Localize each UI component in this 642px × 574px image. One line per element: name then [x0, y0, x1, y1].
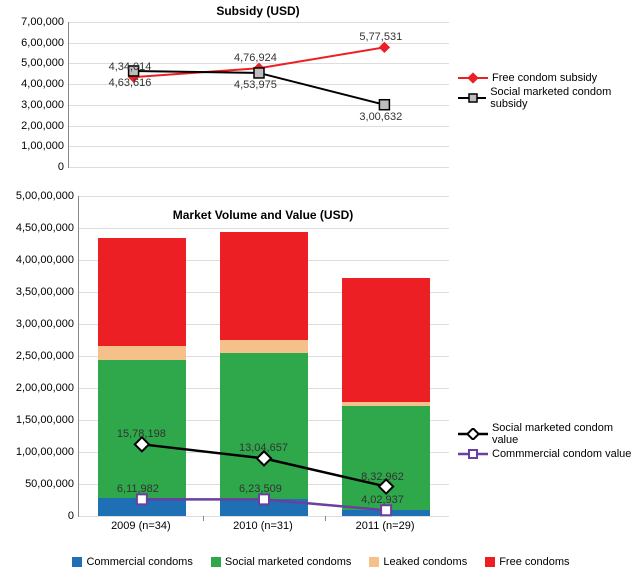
bottom-ytick-label: 1,50,00,000: [4, 414, 74, 426]
bottom-legend-label: Social marketed condom value: [492, 422, 642, 446]
bottom-ytick-label: 3,00,00,000: [4, 318, 74, 330]
top-ytick-label: 2,00,000: [4, 120, 64, 132]
bottom-ytick-label: 2,50,00,000: [4, 350, 74, 362]
bottom-data-label: 13,04,657: [239, 442, 288, 454]
stack-legend-swatch: [211, 557, 221, 567]
bottom-data-label: 4,02,937: [361, 494, 404, 506]
stack-legend-swatch: [369, 557, 379, 567]
stack-legend-item: Social marketed condoms: [211, 556, 352, 568]
bottom-data-label: 6,11,982: [117, 483, 159, 495]
bottom-x-category: 2011 (n=29): [335, 520, 435, 532]
top-legend: Free condom subsidy Social marketed condo…: [458, 70, 642, 112]
bottom-ytick-label: 4,50,00,000: [4, 222, 74, 234]
bottom-legend-item: Commmercial condom value: [458, 448, 642, 460]
top-ytick-label: 4,00,000: [4, 78, 64, 90]
bottom-ytick-label: 4,00,00,000: [4, 254, 74, 266]
top-data-label: 3,00,632: [359, 111, 402, 123]
top-chart-svg: [69, 22, 449, 167]
stack-legend-item: Free condoms: [485, 556, 569, 568]
bottom-ytick-label: 5,00,00,000: [4, 190, 74, 202]
stack-legend-item: Leaked condoms: [369, 556, 467, 568]
bottom-stack-legend: Commercial condoms Social marketed condom…: [0, 556, 642, 568]
top-legend-label: Free condom subsidy: [492, 72, 597, 84]
bottom-legend-item: Social marketed condom value: [458, 422, 642, 446]
top-marker: [254, 68, 264, 78]
bottom-chart-svg: [79, 196, 449, 516]
bottom-ytick-label: 1,00,00,000: [4, 446, 74, 458]
top-gridline: [69, 167, 449, 168]
bottom-ytick-label: 3,50,00,000: [4, 286, 74, 298]
bottom-data-label: 6,23,509: [239, 483, 282, 495]
top-chart-title: Subsidy (USD): [68, 4, 448, 18]
bottom-x-tick: [325, 516, 326, 521]
stack-legend-label: Commercial condoms: [86, 556, 192, 568]
bottom-legend-label: Commmercial condom value: [492, 448, 631, 460]
top-ytick-label: 6,00,000: [4, 37, 64, 49]
bottom-ytick-label: 50,00,000: [4, 478, 74, 490]
top-data-label: 4,63,616: [109, 77, 152, 89]
stack-legend-item: Commercial condoms: [72, 556, 192, 568]
top-ytick-label: 7,00,000: [4, 16, 64, 28]
stack-legend-label: Social marketed condoms: [225, 556, 352, 568]
bottom-marker: [259, 494, 269, 504]
bottom-ytick-label: 2,00,00,000: [4, 382, 74, 394]
stack-legend-label: Leaked condoms: [383, 556, 467, 568]
top-data-label: 5,77,531: [359, 31, 402, 43]
top-chart-plot: [68, 22, 449, 168]
bottom-data-label: 8,32,962: [361, 471, 404, 483]
stack-legend-swatch: [72, 557, 82, 567]
top-marker: [379, 100, 389, 110]
bottom-x-tick: [203, 516, 204, 521]
bottom-x-category: 2009 (n=34): [91, 520, 191, 532]
bottom-x-category: 2010 (n=31): [213, 520, 313, 532]
bottom-marker: [381, 505, 391, 515]
stack-legend-label: Free condoms: [499, 556, 569, 568]
top-data-label: 4,76,924: [234, 52, 277, 64]
bottom-ytick-label: 0: [4, 510, 74, 522]
stack-legend-swatch: [485, 557, 495, 567]
top-marker: [379, 42, 390, 53]
top-data-label: 4,53,975: [234, 79, 277, 91]
top-ytick-label: 0: [4, 161, 64, 173]
bottom-marker: [137, 494, 147, 504]
bottom-right-legend: Social marketed condom value Commmercial …: [458, 420, 642, 462]
top-data-label: 4,34,014: [109, 61, 152, 73]
top-ytick-label: 5,00,000: [4, 57, 64, 69]
top-legend-item: Social marketed condom subsidy: [458, 86, 642, 110]
bottom-gridline: [79, 516, 449, 517]
top-legend-label: Social marketed condom subsidy: [490, 86, 642, 110]
top-ytick-label: 3,00,000: [4, 99, 64, 111]
top-ytick-label: 1,00,000: [4, 140, 64, 152]
top-legend-item: Free condom subsidy: [458, 72, 642, 84]
bottom-data-label: 15,78,198: [117, 428, 166, 440]
bottom-chart-plot: [78, 196, 449, 517]
